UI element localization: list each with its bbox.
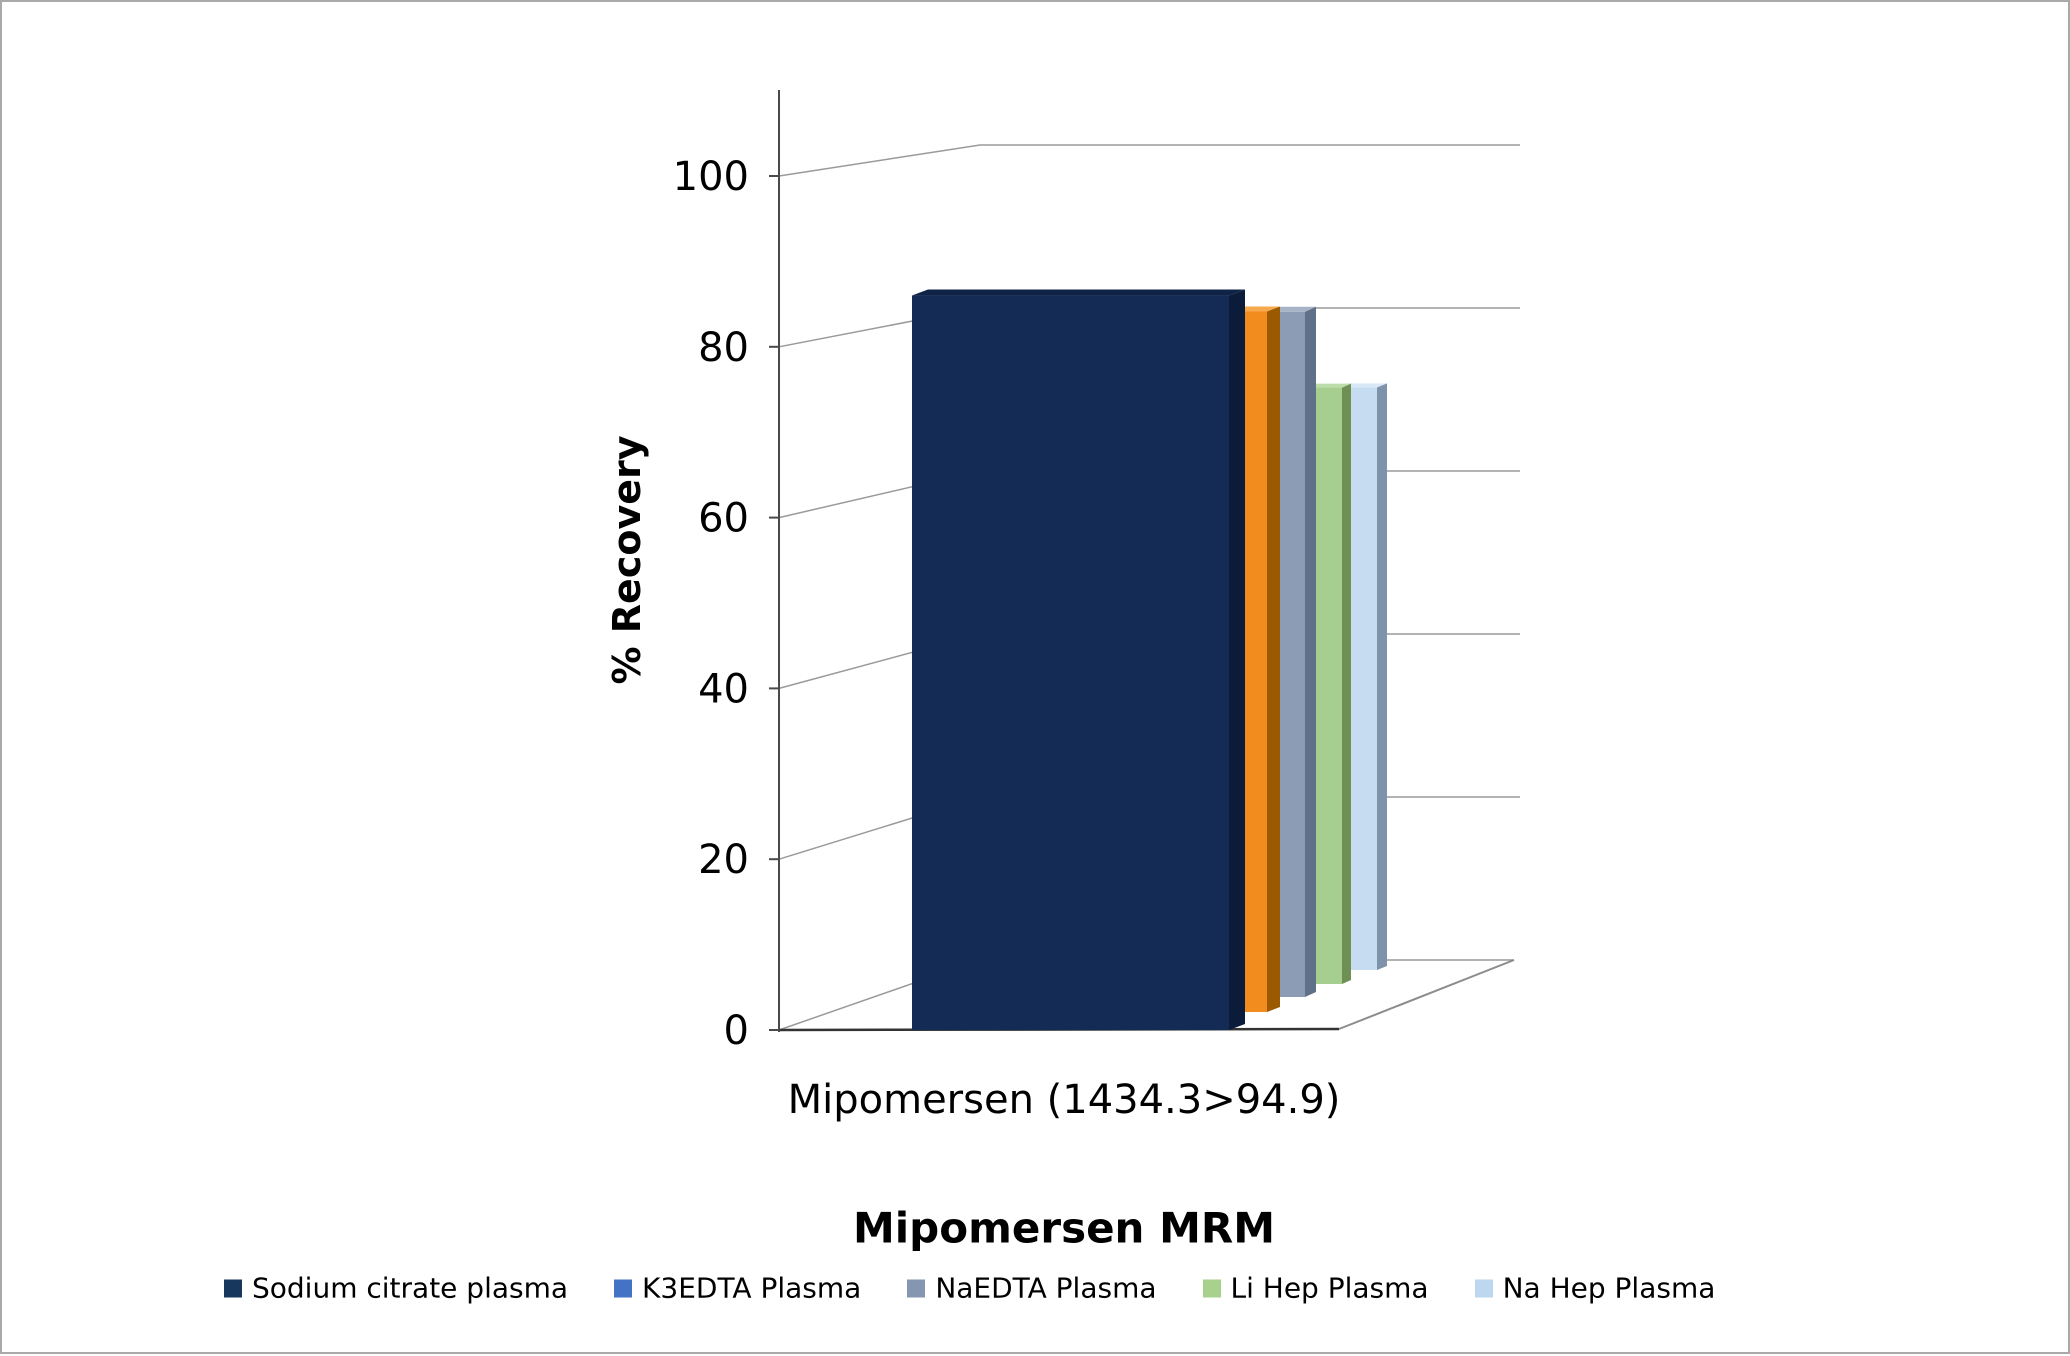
floor-right-edge [1338, 959, 1515, 1030]
y-tick-label: 20 [698, 837, 749, 883]
legend-swatch-icon [1202, 1279, 1221, 1297]
y-tick-label: 0 [724, 1008, 749, 1054]
category-label: Mipomersen (1434.3>94.9) [787, 1077, 1341, 1123]
bar-side-li-hep-plasma [1342, 383, 1351, 984]
bar-side-na-hep-plasma [1377, 383, 1387, 970]
y-tick-label: 60 [698, 496, 749, 542]
bar-sodium-citrate-plasma [912, 295, 1229, 1030]
legend-item-na-hep-plasma: Na Hep Plasma [1474, 1271, 1716, 1305]
legend-label: Li Hep Plasma [1230, 1271, 1429, 1305]
bar-side-naedta-plasma [1305, 306, 1316, 998]
legend-label: Sodium citrate plasma [252, 1271, 569, 1305]
legend-item-li-hep-plasma: Li Hep Plasma [1202, 1271, 1429, 1305]
y-tick-label: 80 [698, 325, 749, 371]
legend-label: Na Hep Plasma [1502, 1271, 1716, 1305]
bar-top-sodium-citrate-plasma [912, 289, 1245, 296]
legend-swatch-icon [907, 1279, 926, 1297]
legend-item-naedta-plasma: NaEDTA Plasma [907, 1271, 1157, 1305]
legend-swatch-icon [1474, 1279, 1493, 1297]
legend-swatch-icon [224, 1279, 242, 1297]
bar-side-k3edta-plasma [1267, 306, 1280, 1012]
gridline [778, 144, 1520, 177]
legend-item-sodium-citrate-plasma: Sodium citrate plasma [224, 1272, 568, 1305]
y-axis-title: % Recovery [605, 435, 649, 685]
legend-label: K3EDTA Plasma [642, 1271, 862, 1305]
legend-swatch-icon [614, 1279, 633, 1297]
legend-label: NaEDTA Plasma [935, 1271, 1157, 1305]
legend: Sodium citrate plasma K3EDTA Plasma NaEDTA… [224, 1272, 1715, 1305]
x-axis-title: Mipomersen MRM [852, 1203, 1276, 1253]
legend-item-k3edta-plasma: K3EDTA Plasma [614, 1272, 861, 1305]
y-tick-label: 100 [673, 154, 749, 200]
y-tick-label: 40 [698, 666, 749, 712]
bar-side-sodium-citrate-plasma [1229, 289, 1245, 1030]
